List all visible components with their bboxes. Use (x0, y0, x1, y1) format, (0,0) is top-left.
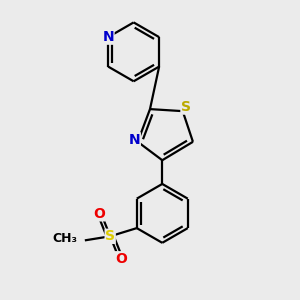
Text: N: N (102, 30, 114, 44)
Text: S: S (181, 100, 191, 114)
Text: O: O (93, 207, 105, 221)
Text: CH₃: CH₃ (52, 232, 77, 245)
Text: O: O (115, 252, 127, 266)
Text: S: S (105, 229, 115, 243)
Text: N: N (129, 133, 140, 147)
